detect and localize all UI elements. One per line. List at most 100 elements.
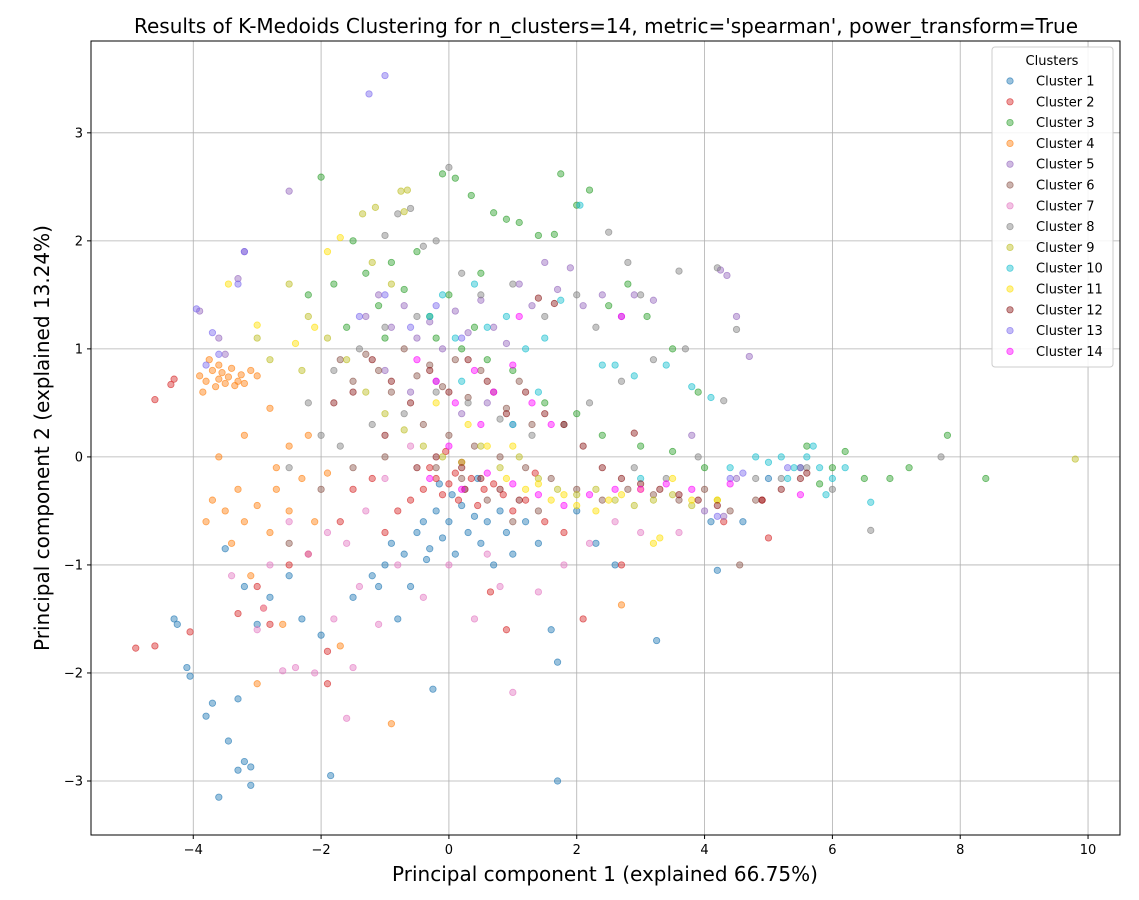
data-point — [560, 491, 568, 499]
data-point — [515, 218, 523, 227]
data-point — [458, 334, 466, 342]
data-point — [400, 345, 408, 353]
data-point — [272, 485, 280, 493]
data-point — [167, 380, 175, 389]
data-point — [694, 388, 702, 396]
data-point — [777, 485, 785, 493]
data-point — [509, 361, 517, 369]
data-point — [438, 383, 447, 391]
data-point — [720, 397, 728, 405]
data-point — [445, 518, 453, 526]
data-point — [349, 377, 357, 385]
data-point — [828, 464, 836, 472]
data-point — [496, 415, 504, 423]
data-point — [253, 620, 261, 628]
series-cluster-9 — [253, 186, 1079, 510]
legend-marker — [1006, 98, 1014, 106]
data-point — [400, 410, 408, 418]
data-point — [458, 345, 466, 353]
data-point — [406, 399, 415, 407]
data-point — [359, 210, 367, 218]
data-point — [368, 356, 376, 364]
data-point — [432, 474, 440, 483]
data-point — [279, 620, 287, 628]
data-point — [285, 572, 293, 580]
data-point — [803, 469, 811, 477]
data-point — [617, 377, 626, 385]
legend-label: Cluster 14 — [1036, 345, 1103, 360]
data-point — [432, 453, 440, 461]
data-point — [477, 442, 485, 450]
series-cluster-12 — [330, 294, 811, 510]
data-point — [387, 377, 395, 385]
data-point — [464, 420, 472, 429]
data-point — [438, 453, 447, 461]
data-point — [483, 469, 491, 477]
data-point — [617, 312, 626, 321]
legend-label: Cluster 9 — [1036, 241, 1095, 256]
data-point — [483, 550, 491, 558]
data-point — [675, 267, 683, 275]
data-point — [224, 737, 233, 745]
y-tick-label: 1 — [75, 342, 83, 357]
legend-label: Cluster 5 — [1036, 158, 1095, 173]
data-point — [496, 582, 504, 591]
data-point — [298, 474, 306, 483]
data-point — [432, 507, 440, 515]
data-point — [534, 294, 542, 302]
data-point — [400, 302, 408, 310]
data-point — [381, 410, 389, 418]
data-point — [483, 496, 491, 504]
legend-marker — [1006, 264, 1014, 272]
data-point — [218, 369, 226, 377]
x-axis-label: Principal component 1 (explained 66.75%) — [392, 862, 818, 886]
data-point — [170, 615, 178, 623]
data-point — [553, 485, 562, 493]
data-point — [432, 377, 440, 385]
data-point — [522, 464, 530, 472]
data-point — [224, 280, 233, 288]
data-point — [480, 485, 488, 493]
data-point — [752, 474, 760, 483]
data-point — [458, 485, 466, 493]
data-point — [515, 377, 523, 385]
data-point — [675, 491, 683, 499]
data-point — [541, 312, 549, 321]
data-point — [438, 170, 447, 178]
data-point — [560, 501, 568, 510]
data-point — [707, 518, 715, 526]
data-point — [266, 528, 274, 537]
data-point — [291, 339, 300, 348]
data-point — [285, 187, 293, 195]
data-point — [522, 485, 530, 493]
data-point — [630, 464, 638, 472]
data-point — [688, 383, 696, 391]
data-point — [560, 420, 568, 429]
series-cluster-6 — [285, 345, 760, 569]
data-point — [790, 464, 798, 472]
data-point — [458, 501, 466, 510]
data-point — [451, 399, 459, 407]
data-point — [330, 615, 338, 623]
data-point — [266, 593, 274, 601]
data-point — [464, 399, 472, 407]
data-point — [234, 377, 242, 385]
data-point — [400, 208, 408, 216]
data-point — [477, 269, 485, 277]
data-point — [445, 480, 453, 488]
data-point — [234, 695, 242, 703]
legend-marker — [1006, 119, 1014, 127]
data-point — [234, 280, 242, 288]
data-point — [796, 491, 805, 499]
data-point — [426, 474, 434, 483]
data-point — [502, 528, 511, 537]
data-point — [547, 496, 555, 504]
data-point — [432, 399, 440, 407]
data-point — [400, 550, 408, 558]
legend-label: Cluster 4 — [1036, 137, 1095, 152]
data-point — [736, 561, 744, 569]
data-point — [454, 496, 463, 504]
data-point — [240, 582, 248, 591]
data-point — [477, 420, 485, 429]
y-tick-label: −1 — [64, 558, 83, 573]
